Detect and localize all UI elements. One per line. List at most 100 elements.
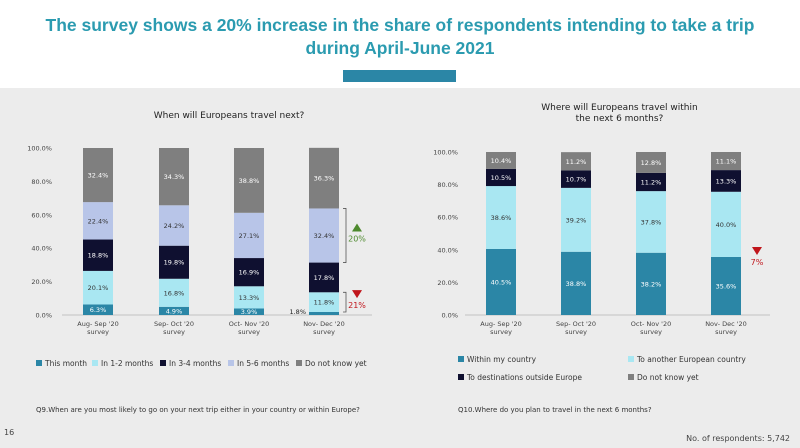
- x-tick-label: Oct- Nov '20: [229, 320, 269, 328]
- chart-title-line-2: the next 6 months?: [576, 114, 664, 124]
- data-label: 13.3%: [239, 294, 260, 302]
- data-label: 19.8%: [164, 259, 185, 267]
- bar-segment: [159, 205, 189, 246]
- y-tick-label: 100.0%: [27, 145, 52, 153]
- bar-segment: [711, 152, 741, 171]
- bar-segment: [486, 152, 516, 169]
- x-tick-label: survey: [87, 328, 109, 336]
- bar-segment: [486, 168, 516, 187]
- data-label: 40.5%: [491, 278, 512, 286]
- bar-segment: [561, 187, 591, 252]
- data-label: 35.6%: [716, 282, 737, 290]
- x-tick-label: Nov- Dec '20: [705, 320, 747, 328]
- bar-segment: [486, 186, 516, 249]
- x-tick-label: survey: [313, 328, 335, 336]
- trend-down-icon: [752, 246, 762, 255]
- legend-swatch: [628, 356, 634, 362]
- y-tick-label: 80.0%: [31, 178, 52, 186]
- legend-label: This month: [44, 359, 87, 368]
- bar-segment: [159, 278, 189, 307]
- page-title: The survey shows a 20% increase in the s…: [40, 14, 760, 60]
- bar-segment: [309, 147, 339, 209]
- data-label: 10.4%: [491, 157, 512, 165]
- legend-swatch: [228, 360, 234, 366]
- bar-segment: [636, 191, 666, 253]
- bar-segment: [83, 148, 113, 203]
- bar-segment: [309, 292, 339, 312]
- annotation-label: 21%: [348, 301, 366, 310]
- bar-segment: [159, 306, 189, 315]
- legend-swatch: [458, 356, 464, 362]
- bar-segment: [636, 172, 666, 192]
- question-footnote: Q10.Where do you plan to travel in the n…: [458, 406, 652, 414]
- y-tick-label: 60.0%: [437, 214, 458, 222]
- y-tick-label: 20.0%: [437, 279, 458, 287]
- data-label: 39.2%: [566, 216, 587, 224]
- y-tick-label: 0.0%: [441, 312, 458, 320]
- chart-title-line-1: Where will Europeans travel within: [541, 103, 697, 113]
- data-label: 1.8%: [289, 308, 306, 316]
- bar-segment: [234, 148, 264, 213]
- legend-label: Within my country: [467, 355, 537, 364]
- data-label: 11.8%: [314, 299, 335, 307]
- bar-segment: [309, 262, 339, 293]
- legend-label: In 5-6 months: [237, 359, 289, 368]
- data-label: 6.3%: [90, 306, 107, 314]
- legend-swatch: [628, 374, 634, 380]
- page-number: 16: [4, 428, 15, 437]
- y-tick-label: 80.0%: [437, 181, 458, 189]
- title-accent-bar: [343, 70, 456, 82]
- data-label: 32.4%: [314, 232, 335, 240]
- bar-segment: [561, 251, 591, 315]
- x-tick-label: survey: [640, 328, 662, 336]
- data-label: 24.2%: [164, 222, 185, 230]
- data-label: 3.9%: [241, 308, 258, 316]
- bar-segment: [636, 152, 666, 173]
- data-label: 22.4%: [88, 217, 109, 225]
- bar-segment: [83, 270, 113, 305]
- bar-segment: [234, 258, 264, 287]
- x-tick-label: survey: [715, 328, 737, 336]
- data-label: 13.3%: [716, 177, 737, 185]
- x-tick-label: Aug- Sep '20: [480, 320, 521, 328]
- data-label: 18.8%: [88, 252, 109, 260]
- respondent-count: No. of respondents: 5,742: [686, 434, 790, 443]
- data-label: 17.8%: [314, 274, 335, 282]
- x-tick-label: survey: [163, 328, 185, 336]
- bar-segment: [83, 239, 113, 271]
- legend-label: In 3-4 months: [169, 359, 221, 368]
- data-label: 40.0%: [716, 221, 737, 229]
- trend-down-icon: [352, 290, 362, 299]
- data-label: 10.5%: [491, 174, 512, 182]
- legend-label: In 1-2 months: [101, 359, 153, 368]
- data-label: 34.3%: [164, 173, 185, 181]
- x-tick-label: Sep- Oct '20: [556, 320, 596, 328]
- y-tick-label: 0.0%: [35, 312, 52, 320]
- data-label: 11.2%: [566, 158, 587, 166]
- data-label: 36.3%: [314, 175, 335, 183]
- bar-segment: [711, 170, 741, 192]
- annotation-label: 7%: [751, 258, 764, 267]
- bar-segment: [83, 202, 113, 240]
- y-tick-label: 20.0%: [31, 278, 52, 286]
- x-tick-label: survey: [490, 328, 512, 336]
- legend-label: To destinations outside Europe: [466, 373, 582, 382]
- bar-segment: [561, 170, 591, 188]
- x-tick-label: Sep- Oct '20: [154, 320, 194, 328]
- data-label: 32.4%: [88, 172, 109, 180]
- bar-segment: [83, 304, 113, 315]
- x-tick-label: Nov- Dec '20: [303, 320, 345, 328]
- annotation-label: 20%: [348, 235, 366, 244]
- legend-label: Do not know yet: [637, 373, 699, 382]
- bar-segment: [636, 252, 666, 315]
- trend-up-icon: [352, 223, 362, 232]
- legend-swatch: [296, 360, 302, 366]
- chart-1: When will Europeans travel next? 0.0% 20.0…: [20, 96, 384, 421]
- bar-segment: [159, 245, 189, 279]
- x-tick-label: Aug- Sep '20: [77, 320, 118, 328]
- data-label: 37.8%: [641, 218, 662, 226]
- y-tick-label: 60.0%: [31, 211, 52, 219]
- bar-segment: [309, 311, 339, 315]
